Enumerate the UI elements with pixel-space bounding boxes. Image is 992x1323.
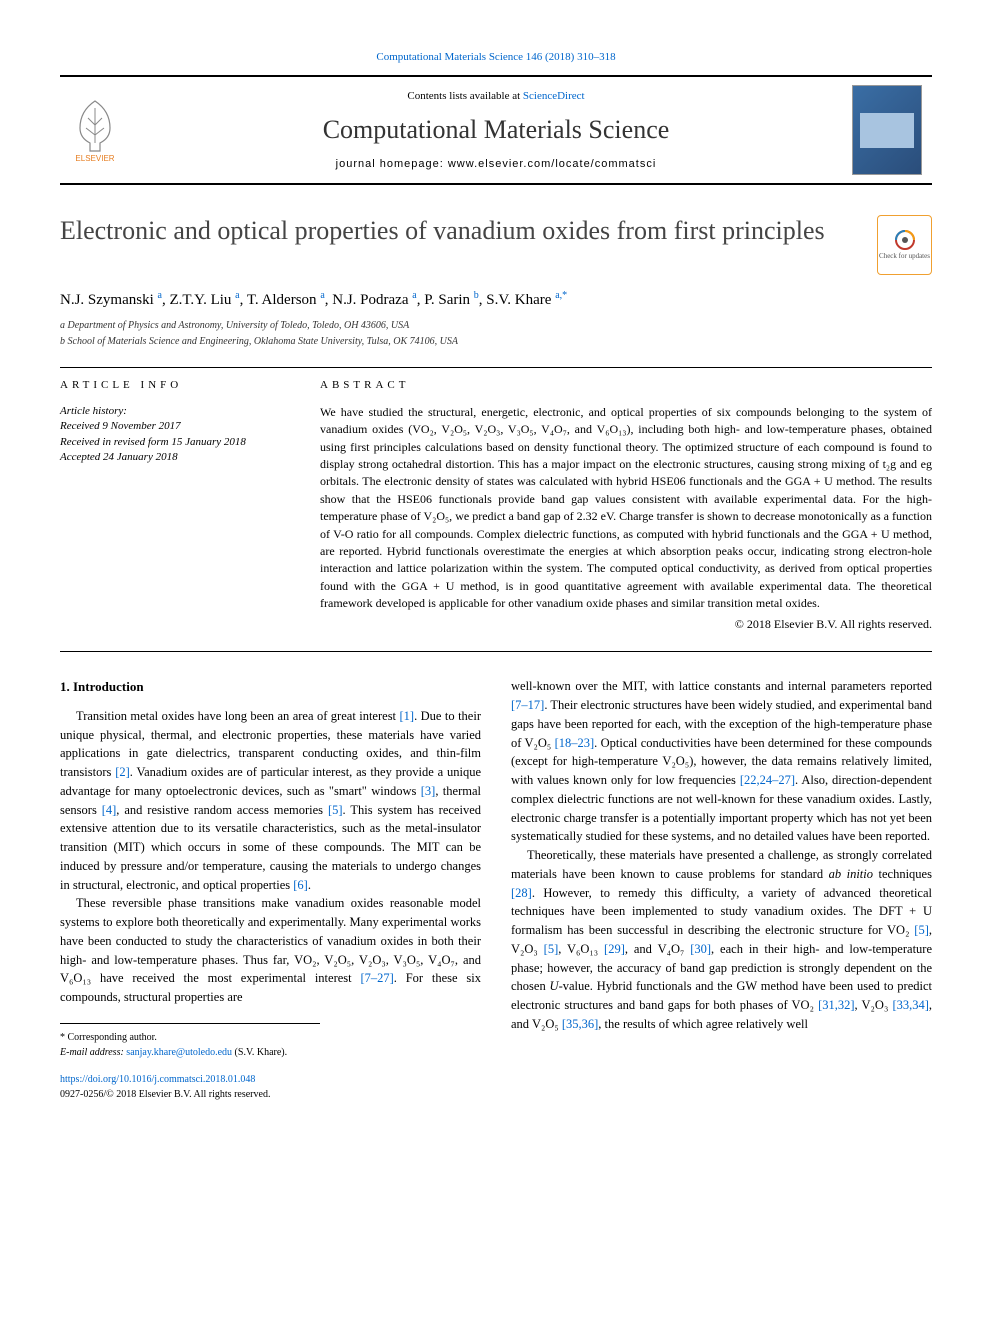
publisher-logo: ELSEVIER [60, 93, 140, 168]
contents-list-line: Contents lists available at ScienceDirec… [140, 89, 852, 104]
divider [60, 651, 932, 652]
article-info-column: ARTICLE INFO Article history: Received 9… [60, 378, 290, 633]
authors-line: N.J. Szymanski a, Z.T.Y. Liu a, T. Alder… [60, 289, 932, 311]
doi-link[interactable]: https://doi.org/10.1016/j.commatsci.2018… [60, 1074, 255, 1085]
svg-text:ELSEVIER: ELSEVIER [75, 154, 114, 163]
page-container: Computational Materials Science 146 (201… [0, 0, 992, 1132]
cover-thumbnail-wrap [852, 85, 932, 175]
body-paragraph: well-known over the MIT, with lattice co… [511, 677, 932, 846]
affiliations: a Department of Physics and Astronomy, U… [60, 319, 932, 349]
affiliation-a: a Department of Physics and Astronomy, U… [60, 319, 932, 333]
body-columns: 1. Introduction Transition metal oxides … [60, 677, 932, 1102]
doi-block: https://doi.org/10.1016/j.commatsci.2018… [60, 1072, 481, 1102]
contents-prefix: Contents lists available at [407, 90, 522, 102]
journal-homepage: journal homepage: www.elsevier.com/locat… [140, 157, 852, 172]
history-revised: Received in revised form 15 January 2018 [60, 435, 290, 450]
section-heading: 1. Introduction [60, 677, 481, 697]
abstract-text: We have studied the structural, energeti… [320, 404, 932, 613]
body-paragraph: Theoretically, these materials have pres… [511, 846, 932, 1034]
copyright-line: © 2018 Elsevier B.V. All rights reserved… [320, 616, 932, 633]
left-column: 1. Introduction Transition metal oxides … [60, 677, 481, 1102]
article-history: Article history: Received 9 November 201… [60, 404, 290, 466]
homepage-prefix: journal homepage: [336, 158, 448, 170]
email-line: E-mail address: sanjay.khare@utoledo.edu… [60, 1045, 320, 1060]
info-abstract-row: ARTICLE INFO Article history: Received 9… [60, 378, 932, 633]
abstract-column: ABSTRACT We have studied the structural,… [320, 378, 932, 633]
journal-banner: ELSEVIER Contents lists available at Sci… [60, 75, 932, 185]
journal-citation-link[interactable]: Computational Materials Science 146 (201… [60, 50, 932, 65]
history-accepted: Accepted 24 January 2018 [60, 450, 290, 465]
footnotes: * Corresponding author. E-mail address: … [60, 1023, 320, 1060]
divider [60, 367, 932, 368]
homepage-url[interactable]: www.elsevier.com/locate/commatsci [448, 158, 656, 170]
elsevier-tree-icon: ELSEVIER [60, 93, 130, 163]
updates-icon [893, 228, 917, 252]
title-block: Electronic and optical properties of van… [60, 215, 932, 275]
corresponding-author-note: * Corresponding author. [60, 1030, 320, 1045]
abstract-label: ABSTRACT [320, 378, 932, 393]
affiliation-b: b School of Materials Science and Engine… [60, 335, 932, 349]
email-link[interactable]: sanjay.khare@utoledo.edu [126, 1047, 232, 1058]
journal-cover-thumbnail[interactable] [852, 85, 922, 175]
check-updates-badge[interactable]: Check for updates [877, 215, 932, 275]
article-title: Electronic and optical properties of van… [60, 215, 857, 246]
journal-name: Computational Materials Science [140, 112, 852, 148]
right-column: well-known over the MIT, with lattice co… [511, 677, 932, 1102]
issn-copyright: 0927-0256/© 2018 Elsevier B.V. All right… [60, 1087, 481, 1102]
sciencedirect-link[interactable]: ScienceDirect [523, 90, 585, 102]
banner-center: Contents lists available at ScienceDirec… [140, 89, 852, 172]
article-info-label: ARTICLE INFO [60, 378, 290, 393]
history-heading: Article history: [60, 404, 290, 419]
email-label: E-mail address: [60, 1047, 126, 1058]
body-paragraph: Transition metal oxides have long been a… [60, 707, 481, 895]
email-author-name: (S.V. Khare). [232, 1047, 287, 1058]
history-received: Received 9 November 2017 [60, 419, 290, 434]
body-paragraph: These reversible phase transitions make … [60, 894, 481, 1007]
updates-badge-label: Check for updates [879, 252, 930, 262]
